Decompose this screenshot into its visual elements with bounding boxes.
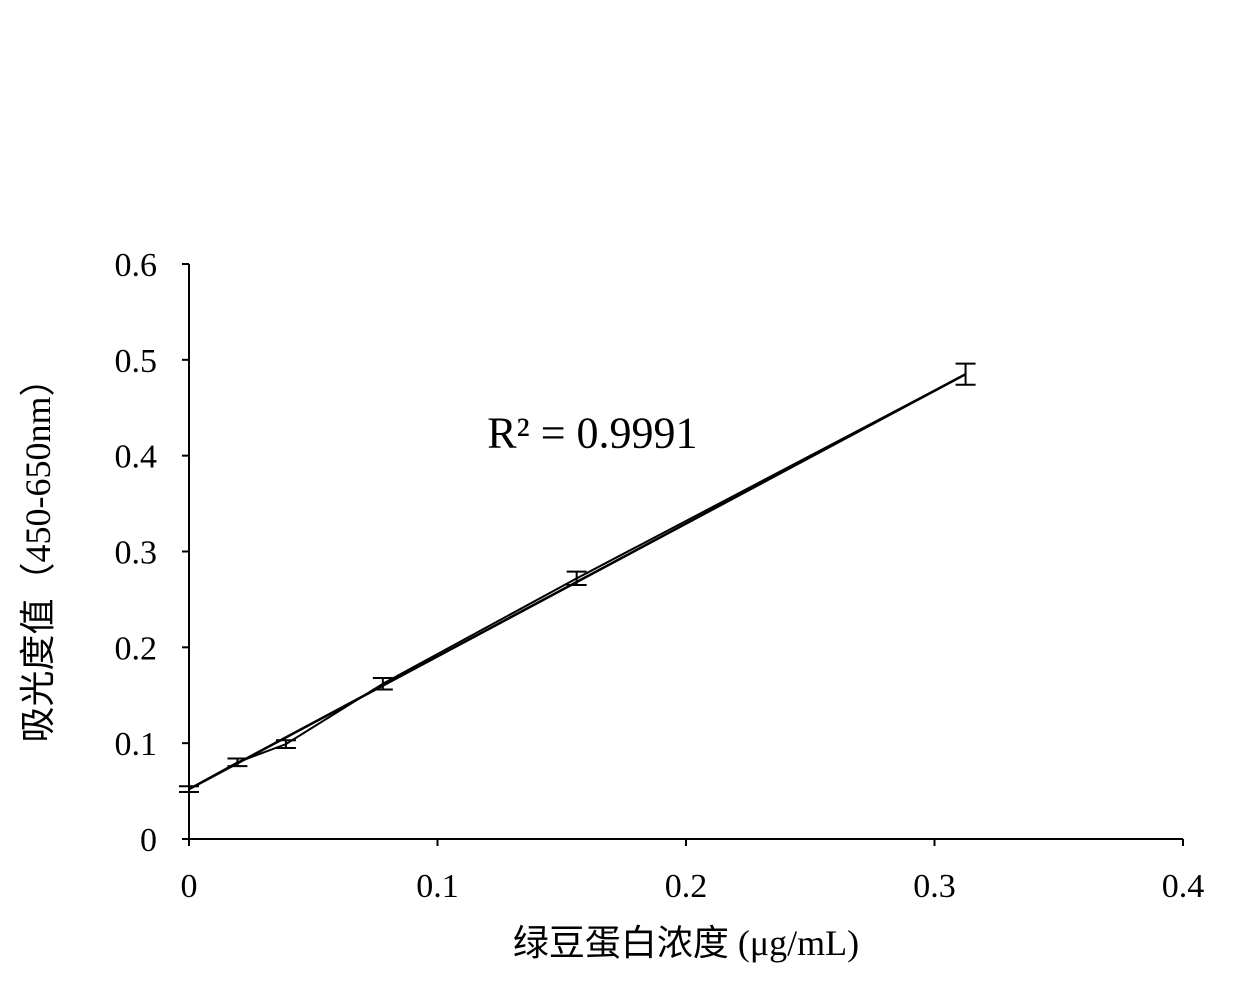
x-tick-label: 0.2 (665, 868, 708, 905)
y-tick-label: 0.4 (115, 439, 158, 476)
y-tick-label: 0.3 (115, 535, 158, 572)
y-tick-label: 0.5 (115, 343, 158, 380)
y-tick-label: 0.6 (115, 247, 158, 284)
x-tick-label: 0 (181, 868, 198, 905)
axes (182, 264, 1183, 846)
y-tick-label: 0 (140, 822, 157, 859)
x-tick-label: 0.3 (913, 868, 956, 905)
error-bar (956, 364, 976, 385)
r-squared-annotation: R² = 0.9991 (487, 409, 697, 458)
y-tick-labels: 0 0.1 0.2 0.3 0.4 0.5 0.6 (115, 247, 158, 859)
x-tick-label: 0.1 (416, 868, 459, 905)
x-tick-labels: 0 0.1 0.2 0.3 0.4 (181, 868, 1205, 905)
x-tick-label: 0.4 (1162, 868, 1205, 905)
y-tick-label: 0.1 (115, 726, 158, 763)
y-tick-label: 0.2 (115, 630, 158, 667)
x-axis-title: 绿豆蛋白浓度 (μg/mL) (513, 923, 859, 963)
error-bar (179, 786, 199, 792)
y-axis-title: 吸光度值（450-650nm） (18, 361, 58, 743)
